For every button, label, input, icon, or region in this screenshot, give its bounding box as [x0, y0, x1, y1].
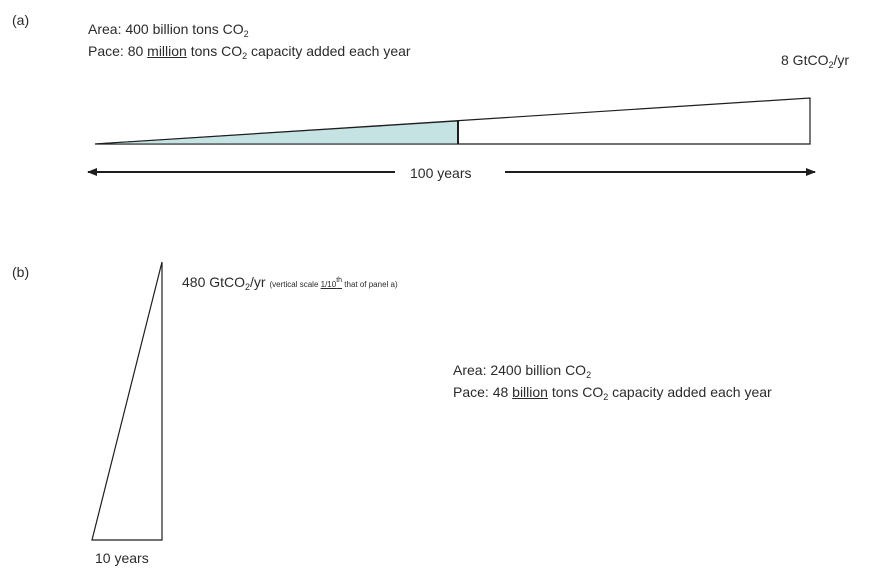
panel-a-rate-label: 8 GtCO2/yr	[781, 52, 850, 70]
panel-a-duration-label: 100 years	[410, 165, 472, 181]
panel-a-shaded-region	[94, 120, 459, 145]
panel-b-area-text: Area: 2400 billion CO2	[453, 362, 592, 380]
panel-b-scale-note: (vertical scale 1/10th that of panel a)	[269, 277, 398, 289]
panel-a-pace-text: Pace: 80 million tons CO2 capacity added…	[88, 43, 411, 61]
panel-b-label: (b)	[12, 264, 30, 280]
panel-b-pace-text: Pace: 48 billion tons CO2 capacity added…	[453, 384, 772, 402]
panel-a-label: (a)	[12, 12, 30, 28]
panel-a-area-text: Area: 400 billion tons CO2	[88, 21, 249, 39]
panel-b-duration-label: 10 years	[95, 550, 149, 566]
panel-b-triangle	[91, 261, 163, 541]
panel-b-rate-label: 480 GtCO2/yr (vertical scale 1/10th that…	[182, 274, 398, 292]
